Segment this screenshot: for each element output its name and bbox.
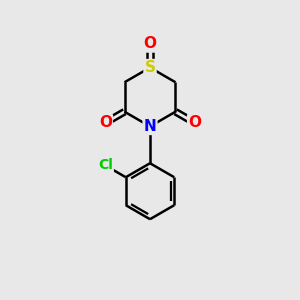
- Text: S: S: [145, 60, 155, 75]
- Text: O: O: [143, 37, 157, 52]
- Text: O: O: [188, 115, 201, 130]
- Text: O: O: [99, 115, 112, 130]
- Text: Cl: Cl: [98, 158, 113, 172]
- Text: N: N: [144, 119, 156, 134]
